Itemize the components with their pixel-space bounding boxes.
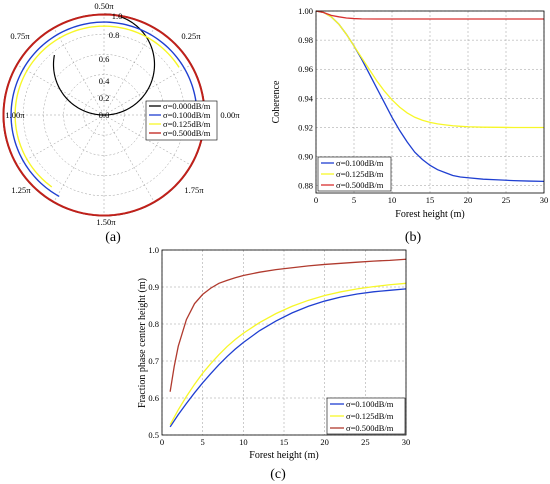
coherence-x-tick-30: 30 (540, 195, 549, 205)
coherence-series-group (315, 10, 545, 182)
coherence-series-line-2 (315, 10, 544, 20)
phase-center-y-tick-0.5: 0.5 (148, 430, 159, 440)
coherence-series-line-1 (315, 10, 544, 129)
polar-spoke-10 (103, 114, 155, 203)
panel-label-c: (c) (270, 467, 286, 482)
coherence-legend-label-0: σ=0.100dB/m (336, 158, 384, 168)
phase-center-legend-label-1: σ=0.125dB/m (346, 411, 394, 421)
phase-center-x-tick-15: 15 (280, 437, 289, 447)
phase-center-legend: σ=0.100dB/m σ=0.125dB/m σ=0.500dB/m (326, 397, 406, 435)
phase-center-x-axis-label: Forest height (m) (249, 450, 318, 461)
phase-center-series-line-1 (169, 282, 407, 425)
coherence-y-tick-0.88: 0.88 (298, 181, 313, 191)
coherence-x-tick-15: 15 (426, 195, 435, 205)
polar-radial-tick-0.8: 0.8 (109, 30, 120, 40)
phase-center-chart-panel: 0 5 10 15 20 25 30 0.5 0.6 0.7 0.8 0.9 1.0 Forest he… (137, 245, 410, 482)
phase-center-y-axis-label: Fraction phase center height (m) (137, 278, 148, 408)
coherence-y-tick-1.00: 1.00 (298, 6, 313, 16)
polar-angle-tick-1.25pi: 1.25π (11, 185, 31, 195)
coherence-x-axis-label: Forest height (m) (395, 209, 464, 220)
phase-center-y-tick-0.9: 0.9 (148, 282, 159, 292)
coherence-y-tick-0.90: 0.90 (298, 152, 313, 162)
coherence-y-tick-0.94: 0.94 (298, 93, 314, 103)
phase-center-legend-label-0: σ=0.100dB/m (346, 399, 394, 409)
phase-center-y-tick-0.6: 0.6 (148, 393, 159, 403)
phase-center-x-tick-10: 10 (239, 437, 248, 447)
phase-center-x-tick-25: 25 (361, 437, 370, 447)
polar-angle-tick-1.75pi: 1.75π (184, 185, 204, 195)
polar-angle-tick-0.25pi: 0.25π (181, 31, 201, 41)
polar-angle-tick-0.00pi: 0.00π (220, 110, 240, 120)
phase-center-legend-label-2: σ=0.500dB/m (346, 423, 394, 433)
polar-angle-tick-1.50pi: 1.50π (96, 217, 116, 227)
coherence-legend-label-1: σ=0.125dB/m (336, 169, 384, 179)
polar-radial-tick-0.4: 0.4 (99, 76, 110, 86)
polar-spoke-4 (53, 27, 105, 116)
phase-center-tick-labels: 0 5 10 15 20 25 30 0.5 0.6 0.7 0.8 0.9 1.0 (148, 245, 410, 447)
polar-spoke-11 (103, 114, 192, 166)
polar-angle-tick-1.00pi: 1.00π (5, 110, 25, 120)
coherence-x-tick-10: 10 (388, 195, 397, 205)
coherence-y-tick-0.92: 0.92 (298, 122, 313, 132)
polar-spoke-7 (16, 114, 105, 166)
phase-center-y-tick-1.0: 1.0 (148, 245, 159, 255)
polar-angle-tick-0.50pi: 0.50π (94, 1, 114, 11)
phase-center-x-tick-0: 0 (160, 437, 164, 447)
polar-angle-tick-0.75pi: 0.75π (10, 31, 30, 41)
phase-center-x-tick-30: 30 (402, 437, 411, 447)
polar-radial-tick-0.0: 0.0 (99, 110, 110, 120)
polar-series-group (2, 13, 206, 217)
polar-legend-label-0: σ=0.000dB/m (163, 101, 211, 111)
polar-series-line-3 (2, 13, 206, 217)
coherence-plot-frame (315, 10, 545, 194)
phase-center-y-tick-0.8: 0.8 (148, 319, 159, 329)
phase-center-y-tick-0.7: 0.7 (148, 356, 159, 366)
polar-legend-label-2: σ=0.125dB/m (163, 119, 211, 129)
coherence-legend: σ=0.100dB/m σ=0.125dB/m σ=0.500dB/m (317, 156, 392, 192)
coherence-tick-labels: 0 5 10 15 20 25 30 0.88 0.90 0.92 0.94 0.96 0.98 1.00 (298, 6, 548, 205)
polar-spoke-1 (103, 64, 192, 116)
coherence-legend-label-2: σ=0.500dB/m (336, 180, 384, 190)
polar-legend: σ=0.000dB/m σ=0.100dB/m σ=0.125dB/m σ=0.… (145, 100, 218, 141)
polar-series-line-2 (14, 25, 180, 188)
phase-center-x-tick-20: 20 (320, 437, 329, 447)
panel-label-b: (b) (405, 230, 422, 245)
coherence-y-axis-label: Coherence (271, 80, 282, 123)
phase-center-plot-frame (161, 249, 407, 436)
coherence-x-tick-5: 5 (352, 195, 356, 205)
coherence-x-tick-20: 20 (464, 195, 473, 205)
polar-radial-tick-1.0: 1.0 (112, 11, 123, 21)
polar-spoke-2 (103, 27, 155, 116)
coherence-chart-panel: 0 5 10 15 20 25 30 0.88 0.90 0.92 0.94 0.96 0.98 1.00… (271, 6, 548, 245)
phase-center-series-group (169, 258, 407, 428)
coherence-y-tick-0.96: 0.96 (298, 64, 313, 74)
polar-radial-tick-0.2: 0.2 (99, 93, 110, 103)
coherence-grid (315, 10, 545, 193)
coherence-x-tick-0: 0 (314, 195, 318, 205)
coherence-x-tick-25: 25 (502, 195, 511, 205)
polar-legend-label-3: σ=0.500dB/m (163, 128, 211, 138)
panel-label-a: (a) (105, 230, 121, 245)
phase-center-series-line-2 (169, 258, 407, 392)
polar-chart-panel: 0.50π 0.25π 0.00π 1.75π 1.50π 1.25π 1.00… (2, 1, 240, 245)
coherence-y-tick-0.98: 0.98 (298, 35, 313, 45)
polar-legend-label-1: σ=0.100dB/m (163, 110, 211, 120)
phase-center-series-line-0 (169, 288, 407, 428)
polar-spoke-8 (53, 114, 105, 203)
phase-center-x-tick-5: 5 (201, 437, 205, 447)
polar-series-line-1 (10, 21, 198, 198)
polar-spoke-5 (16, 64, 105, 116)
polar-radial-tick-0.6: 0.6 (99, 54, 110, 64)
